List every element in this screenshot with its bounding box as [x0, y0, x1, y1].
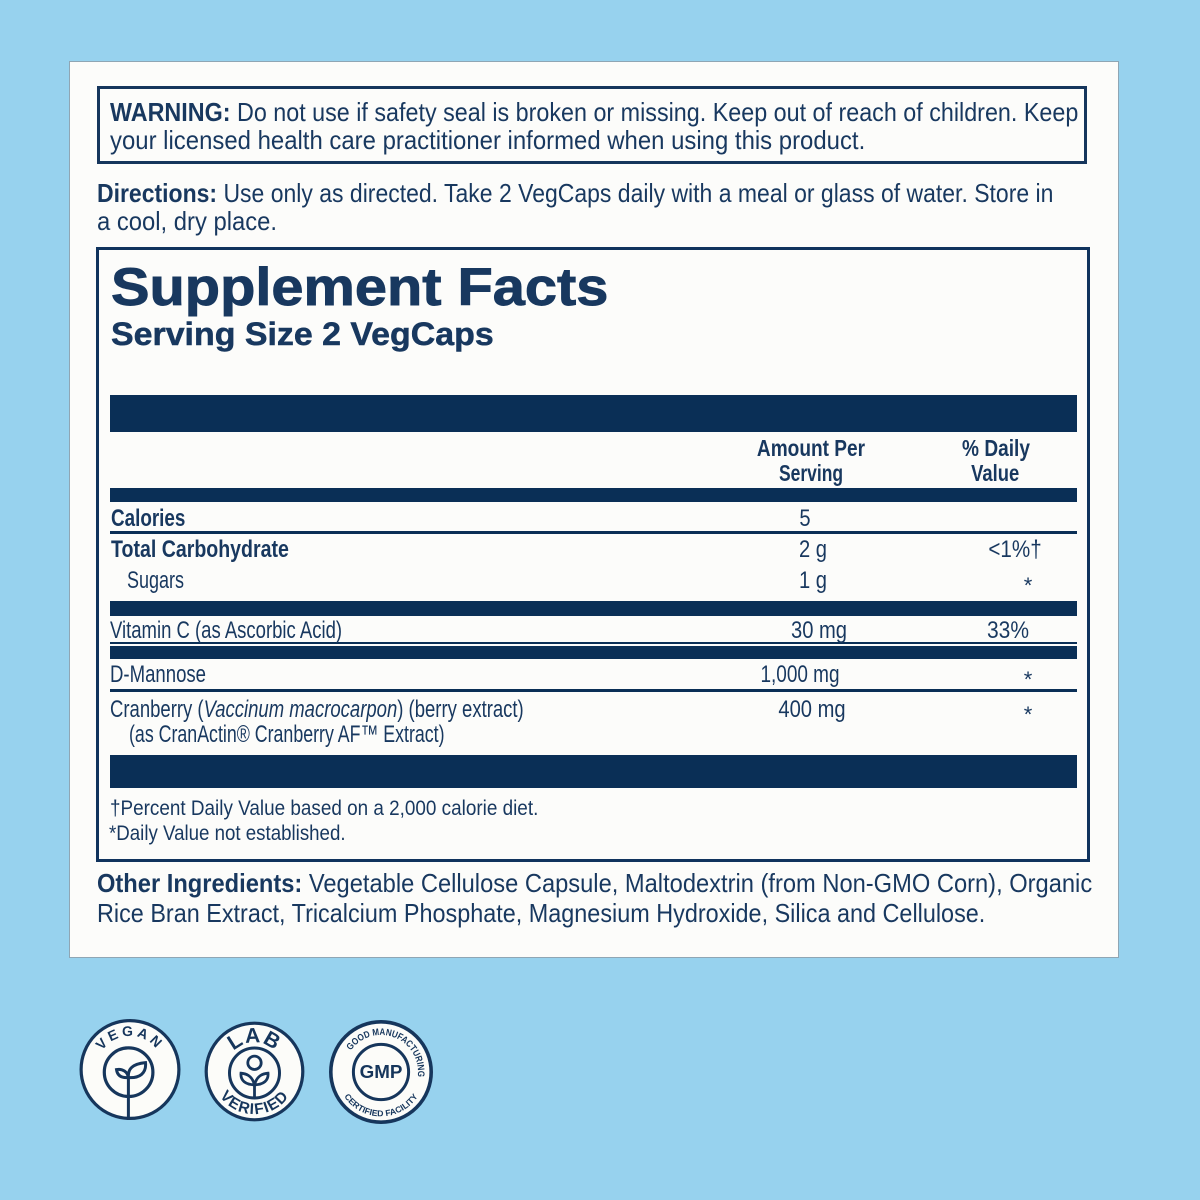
- svg-text:GMP: GMP: [360, 1061, 403, 1082]
